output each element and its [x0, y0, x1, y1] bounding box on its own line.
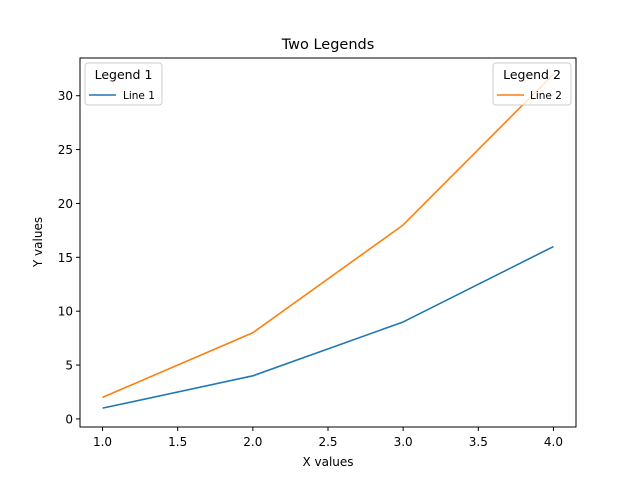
y-tick-label: 20	[58, 197, 73, 211]
legend-2-label: Line 2	[530, 90, 562, 102]
series-line-2	[102, 73, 555, 399]
x-axis-title: X values	[302, 455, 353, 469]
y-axis-title: Y values	[31, 217, 45, 268]
legend-2-title: Legend 2	[503, 67, 561, 82]
y-axis: 0 5 10 15 20 25 30	[58, 89, 80, 426]
x-tick-label: 3.0	[394, 435, 413, 449]
y-tick-label: 0	[65, 412, 73, 426]
y-tick-label: 5	[65, 359, 73, 373]
chart-title: Two Legends	[281, 37, 375, 53]
legend-1-label: Line 1	[123, 90, 155, 102]
series-layer	[102, 73, 555, 409]
y-tick-label: 25	[58, 143, 73, 157]
x-tick-label: 3.5	[469, 435, 488, 449]
series-line-1	[102, 245, 554, 409]
legend-2: Legend 2 Line 2	[492, 62, 572, 106]
legend-1: Legend 1 Line 1	[84, 62, 163, 106]
x-tick-label: 2.5	[318, 435, 337, 449]
y-tick-label: 30	[58, 89, 73, 103]
x-tick-label: 1.0	[93, 435, 112, 449]
x-tick-label: 4.0	[544, 435, 563, 449]
x-axis: 1.0 1.5 2.0 2.5 3.0 3.5 4.0	[93, 427, 563, 449]
x-tick-label: 1.5	[168, 435, 187, 449]
y-tick-label: 15	[58, 251, 73, 265]
legend-1-title: Legend 1	[95, 67, 153, 82]
x-tick-label: 2.0	[243, 435, 262, 449]
y-tick-label: 10	[58, 305, 73, 319]
